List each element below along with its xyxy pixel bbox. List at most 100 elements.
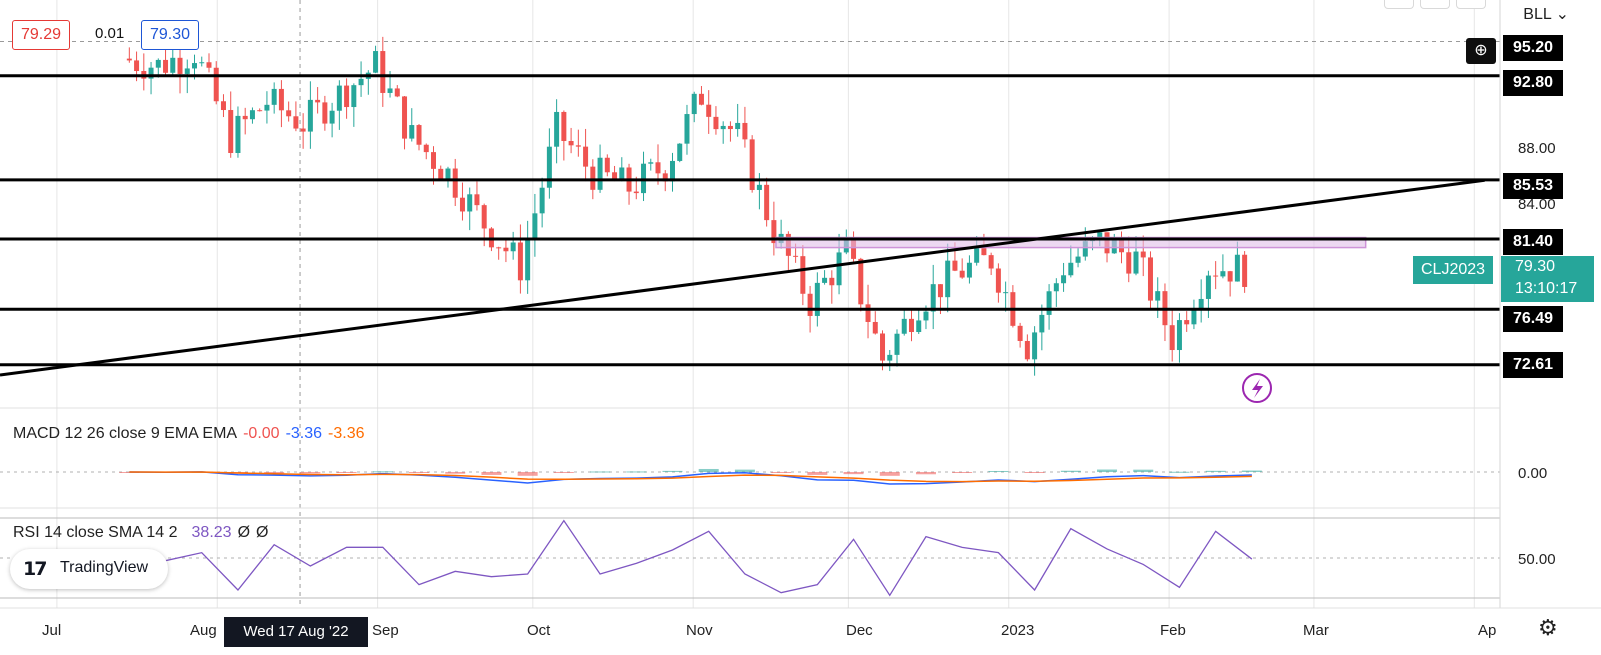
candle-body: [474, 194, 480, 206]
macd-histogram-bar: [409, 472, 430, 473]
candle-body: [539, 187, 545, 214]
macd-tick: 0.00: [1518, 465, 1548, 482]
candle-body: [228, 110, 234, 153]
candle-body: [1205, 275, 1211, 299]
candle-body: [756, 184, 762, 190]
x-tick: Sep: [372, 622, 399, 639]
ohlc-open-box: 79.29: [12, 20, 71, 50]
candle-body: [858, 258, 864, 305]
candle-body: [749, 139, 755, 190]
candle-body: [452, 168, 458, 198]
candle-body: [192, 63, 198, 69]
candle-body: [351, 85, 357, 108]
candle-body: [1242, 254, 1248, 287]
candle-body: [1097, 232, 1103, 239]
candle-body: [974, 248, 980, 263]
tradingview-mark-icon: 17: [23, 558, 47, 580]
candle-body: [184, 68, 190, 74]
alert-icon[interactable]: [1242, 373, 1272, 403]
candle-body: [894, 333, 900, 355]
rsi-legend[interactable]: RSI 14 close SMA 14 2 38.23 Ø Ø: [13, 524, 268, 542]
macd-histogram-bar: [372, 471, 393, 473]
rsi-pane: [0, 517, 1500, 599]
candle-body: [720, 125, 726, 130]
macd-histogram-bar: [1097, 469, 1118, 472]
candle-body: [220, 101, 226, 111]
toolbar-button[interactable]: [1384, 0, 1414, 9]
x-tick: Feb: [1160, 622, 1186, 639]
gear-icon[interactable]: ⚙: [1538, 615, 1558, 640]
candle-body: [402, 96, 408, 139]
macd-histogram-bar: [1169, 471, 1190, 473]
candle-body: [293, 116, 299, 129]
current-price-tag: 79.30 13:10:17: [1501, 256, 1594, 302]
candle-body: [1126, 252, 1132, 274]
candle-body: [1176, 320, 1182, 351]
macd-histogram-bar: [734, 469, 755, 472]
macd-histogram-bar: [698, 468, 719, 472]
candle-body: [278, 88, 284, 111]
candle-body: [1155, 291, 1161, 301]
candle-body: [633, 191, 639, 194]
price-tag-level-2: 85.53: [1503, 173, 1564, 199]
macd-legend[interactable]: MACD 12 26 close 9 EMA EMA -0.00 -3.36 -3.3…: [13, 425, 365, 443]
candle-body: [713, 116, 719, 130]
candle-body: [438, 168, 444, 180]
macd-histogram-bar: [626, 471, 647, 473]
crosshair-date-label: Wed 17 Aug '22: [224, 617, 368, 647]
macd-histogram-bar: [915, 472, 936, 475]
price-tag-level-4: 76.49: [1503, 306, 1564, 332]
add-alert-plus-button[interactable]: ⊕: [1466, 38, 1496, 64]
candle-body: [604, 157, 610, 173]
candle-body: [467, 194, 473, 212]
candle-body: [1068, 262, 1074, 276]
candle-body: [1053, 283, 1059, 292]
candle-body: [1003, 292, 1009, 294]
candle-body: [1147, 257, 1153, 301]
rsi-sma-value: Ø: [237, 524, 251, 541]
candle-body: [945, 260, 951, 298]
candle-body: [206, 62, 212, 68]
macd-histogram-bar: [553, 472, 574, 473]
toolbar-button[interactable]: [1420, 0, 1450, 9]
x-tick: Nov: [686, 622, 713, 639]
x-tick: Aug: [190, 622, 217, 639]
candle-body: [423, 144, 429, 153]
candle-body: [851, 238, 857, 259]
ohlc-close-box: 79.30: [141, 20, 200, 50]
candles: [126, 36, 1248, 376]
candle-body: [988, 255, 994, 269]
current-price: 79.30: [1515, 258, 1556, 275]
currency-selector[interactable]: BLL ⌄: [1523, 4, 1569, 24]
macd-histogram-bar: [1060, 470, 1081, 472]
toolbar-button[interactable]: [1456, 0, 1486, 9]
macd-histogram-bar: [662, 470, 683, 472]
candle-body: [286, 110, 292, 117]
candle-body: [503, 247, 509, 252]
macd-histogram-bar: [481, 472, 502, 475]
candle-body: [177, 57, 183, 74]
candle-body: [771, 220, 777, 244]
candle-body: [901, 318, 907, 334]
candle-body: [1133, 251, 1139, 274]
candle-body: [307, 99, 313, 132]
macd-histogram-bar: [807, 472, 828, 475]
candle-body: [995, 268, 1001, 293]
macd-histogram-bar: [843, 472, 864, 475]
candle-body: [583, 146, 589, 167]
candle-body: [1234, 254, 1240, 282]
candle-body: [742, 122, 748, 140]
candle-body: [727, 125, 733, 130]
tradingview-logo[interactable]: 17 TradingView: [10, 549, 168, 589]
candle-body: [242, 115, 248, 120]
candle-body: [199, 62, 205, 64]
candle-body: [546, 146, 552, 188]
candle-body: [235, 115, 241, 153]
candle-body: [1032, 332, 1038, 360]
candle-body: [662, 173, 668, 182]
candle-body: [1227, 271, 1233, 282]
candle-body: [1220, 271, 1226, 277]
macd-title: MACD 12 26 close 9 EMA EMA: [13, 425, 238, 442]
x-tick: Ap: [1478, 622, 1497, 639]
